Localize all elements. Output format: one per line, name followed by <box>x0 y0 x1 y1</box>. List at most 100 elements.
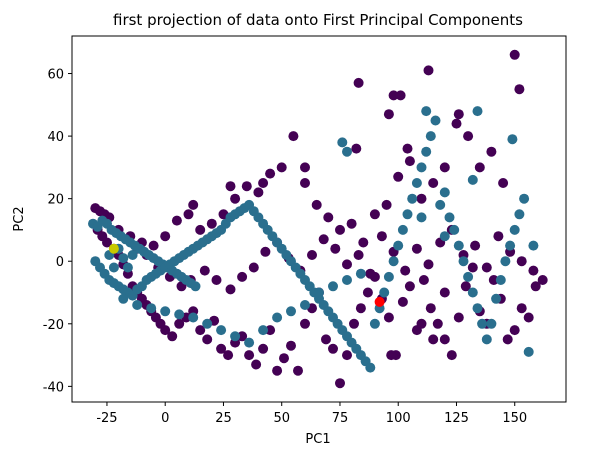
data-point-series-1-82 <box>365 362 376 373</box>
data-point-series-0-79 <box>241 181 252 192</box>
data-point-series-1-133 <box>216 325 227 336</box>
y-tick-label: 40 <box>47 130 64 145</box>
y-tick-label: -40 <box>43 380 64 395</box>
data-point-series-0-154 <box>516 256 527 267</box>
data-point-series-0-140 <box>353 250 364 260</box>
data-point-series-0-19 <box>167 331 178 342</box>
data-point-series-1-139 <box>300 300 310 310</box>
x-tick-label: 100 <box>386 411 411 426</box>
data-point-series-0-26 <box>216 343 227 354</box>
x-tick-label: -25 <box>96 411 117 426</box>
data-point-series-0-142 <box>376 231 387 242</box>
data-point-series-1-119 <box>472 106 483 117</box>
data-point-series-0-93 <box>404 156 415 167</box>
data-point-series-0-58 <box>439 334 450 345</box>
data-point-series-0-52 <box>397 296 408 307</box>
data-point-series-1-85 <box>379 287 390 298</box>
data-point-series-0-130 <box>237 271 248 282</box>
data-point-series-1-95 <box>425 131 436 142</box>
data-point-series-0-98 <box>463 131 474 142</box>
data-point-series-1-99 <box>444 212 455 223</box>
data-point-series-0-151 <box>481 262 492 273</box>
data-point-series-0-81 <box>265 168 276 179</box>
data-point-series-1-134 <box>230 331 241 342</box>
data-point-series-0-92 <box>393 171 404 182</box>
data-point-series-0-100 <box>486 146 497 157</box>
data-point-series-0-108 <box>383 109 394 120</box>
data-point-series-0-132 <box>260 246 271 257</box>
data-point-series-1-116 <box>523 346 534 357</box>
data-point-series-1-92 <box>411 178 422 188</box>
data-point-series-0-27 <box>223 350 234 361</box>
x-axis: -25 0 25 50 75 100 125 150 <box>96 402 527 426</box>
data-point-series-0-103 <box>514 84 525 95</box>
data-point-series-1-106 <box>477 318 488 329</box>
data-point-series-0-138 <box>330 243 341 254</box>
data-point-series-0-139 <box>342 259 352 270</box>
data-point-series-0-144 <box>400 265 411 276</box>
data-point-series-1-140 <box>314 287 324 298</box>
data-point-series-0-88 <box>346 218 357 229</box>
data-point-series-0-141 <box>365 268 376 279</box>
data-point-series-0-158 <box>439 287 450 298</box>
data-point-series-1-145 <box>108 262 119 273</box>
data-point-series-0-116 <box>160 231 171 242</box>
data-point-series-0-91 <box>381 199 392 210</box>
data-point-series-0-73 <box>171 215 182 226</box>
data-point-series-0-115 <box>188 199 199 210</box>
data-point-series-0-137 <box>318 234 329 245</box>
data-point-series-0-43 <box>335 378 345 389</box>
data-point-series-1-117 <box>528 240 539 251</box>
data-point-series-1-86 <box>383 271 394 282</box>
data-point-series-1-114 <box>514 209 525 220</box>
data-point-series-1-129 <box>160 306 171 317</box>
data-point-series-1-101 <box>453 240 464 251</box>
plot-area <box>88 49 548 389</box>
x-axis-label: PC1 <box>305 432 330 447</box>
data-point-series-1-109 <box>491 293 502 304</box>
data-point-series-1-149 <box>127 250 138 260</box>
data-point-series-1-120 <box>507 134 518 145</box>
data-point-series-0-56 <box>425 303 436 314</box>
data-point-series-0-106 <box>353 77 364 88</box>
data-point-series-0-99 <box>474 162 485 173</box>
data-point-series-0-20 <box>174 318 185 329</box>
x-tick-label: 75 <box>332 411 349 426</box>
data-point-series-1-108 <box>486 318 497 329</box>
data-point-series-1-97 <box>435 199 446 210</box>
data-point-series-0-80 <box>253 187 264 198</box>
data-point-series-0-97 <box>451 118 462 129</box>
data-point-series-0-74 <box>183 209 194 220</box>
data-point-series-0-102 <box>509 49 520 60</box>
data-point-series-1-123 <box>342 146 352 157</box>
data-point-series-0-41 <box>321 334 331 345</box>
data-point-series-0-104 <box>388 90 399 101</box>
data-point-series-0-87 <box>335 224 345 235</box>
data-point-series-0-82 <box>276 162 287 173</box>
data-point-series-0-44 <box>342 350 352 361</box>
data-point-series-1-103 <box>463 271 474 282</box>
y-axis: -40 -20 0 20 40 60 <box>43 68 72 395</box>
data-point-series-1-94 <box>421 146 432 157</box>
data-point-series-1-105 <box>472 303 483 314</box>
data-point-series-1-87 <box>388 256 399 267</box>
data-point-series-0-35 <box>279 353 289 364</box>
data-point-series-0-18 <box>160 325 171 336</box>
data-point-series-0-32 <box>258 343 269 354</box>
data-point-series-1-141 <box>328 281 338 292</box>
data-point-series-0-24 <box>202 334 213 345</box>
data-point-series-1-118 <box>421 106 432 117</box>
data-point-series-1-125 <box>439 231 450 242</box>
data-point-series-1-143 <box>355 268 366 279</box>
data-point-series-0-42 <box>328 343 338 354</box>
data-point-series-1-22 <box>190 281 201 292</box>
data-point-series-1-148 <box>122 262 133 273</box>
data-point-series-0-45 <box>349 318 359 329</box>
axes-frame <box>71 35 567 403</box>
data-point-series-0-30 <box>244 350 255 361</box>
y-tick-label: -20 <box>43 318 64 333</box>
x-tick-label: 0 <box>161 411 169 426</box>
centroid-marker-1 <box>108 243 119 254</box>
data-point-series-0-109 <box>453 109 464 120</box>
